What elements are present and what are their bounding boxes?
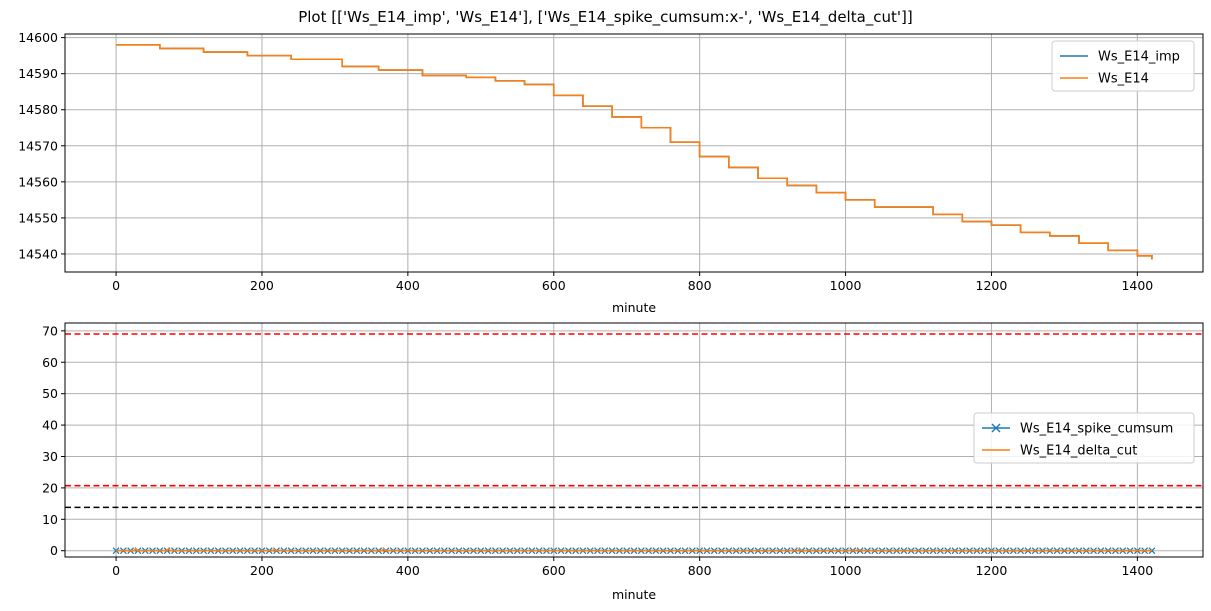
legend: Ws_E14_spike_cumsum Ws_E14_delta_cut	[973, 412, 1195, 464]
series-line-ws-e14	[116, 44, 1153, 260]
x-tick-label: 600	[542, 563, 566, 578]
x-tick-label: 400	[396, 278, 420, 293]
legend-marker	[991, 423, 1001, 433]
x-tick-label: 400	[396, 563, 420, 578]
figure-title: Plot [['Ws_E14_imp', 'Ws_E14'], ['Ws_E14…	[298, 8, 913, 27]
x-tick-label: 600	[542, 278, 566, 293]
x-tick-label: 200	[250, 563, 274, 578]
y-tick-label: 50	[42, 386, 58, 401]
legend-label: Ws_E14_spike_cumsum	[1020, 422, 1173, 437]
legend-label: Ws_E14_imp	[1098, 50, 1180, 65]
y-tick-label: 14580	[18, 102, 58, 117]
y-tick-label: 0	[50, 543, 58, 558]
legend-label: Ws_E14	[1098, 72, 1149, 87]
y-tick-label: 10	[42, 512, 58, 527]
y-tick-label: 14590	[18, 66, 58, 81]
x-tick-label: 800	[688, 563, 712, 578]
y-tick-label: 70	[42, 323, 58, 338]
series-line-ws-e14-imp	[116, 44, 1153, 260]
y-tick-label: 40	[42, 418, 58, 433]
x-tick-label: 0	[112, 563, 120, 578]
x-axis-label: minute	[612, 300, 656, 315]
x-tick-label: 0	[112, 278, 120, 293]
x-tick-label: 1200	[976, 563, 1008, 578]
legend: Ws_E14_imp Ws_E14	[1051, 40, 1195, 92]
legend-box	[973, 412, 1195, 464]
y-tick-label: 14570	[18, 138, 58, 153]
y-tick-label: 14550	[18, 210, 58, 225]
series-line-ws-e14-delta-cut	[116, 547, 1152, 552]
bottom-subplot: 0 200 400 600 800 1000 1200 1400 0 10 20 30 40 50 60 70…	[42, 322, 1204, 602]
x-tick-label: 1400	[1121, 563, 1153, 578]
x-tick-label: 1200	[976, 278, 1008, 293]
axes-frame	[64, 322, 1204, 558]
x-tick-label: 1000	[830, 278, 862, 293]
y-tick-label: 14560	[18, 174, 58, 189]
y-tick-label: 30	[42, 449, 58, 464]
x-tick-label: 200	[250, 278, 274, 293]
y-tick-label: 14600	[18, 30, 58, 45]
y-tick-label: 14540	[18, 246, 58, 261]
x-tick-label: 800	[688, 278, 712, 293]
x-tick-label: 1000	[830, 563, 862, 578]
legend-label: Ws_E14_delta_cut	[1020, 444, 1137, 459]
x-tick-label: 1400	[1121, 278, 1153, 293]
top-subplot: 0 200 400 600 800 1000 1200 1400 14540 14550 14560…	[18, 30, 1204, 315]
y-tick-label: 60	[42, 355, 58, 370]
axes-frame	[64, 33, 1204, 273]
y-tick-label: 20	[42, 480, 58, 495]
x-axis-label: minute	[612, 587, 656, 602]
